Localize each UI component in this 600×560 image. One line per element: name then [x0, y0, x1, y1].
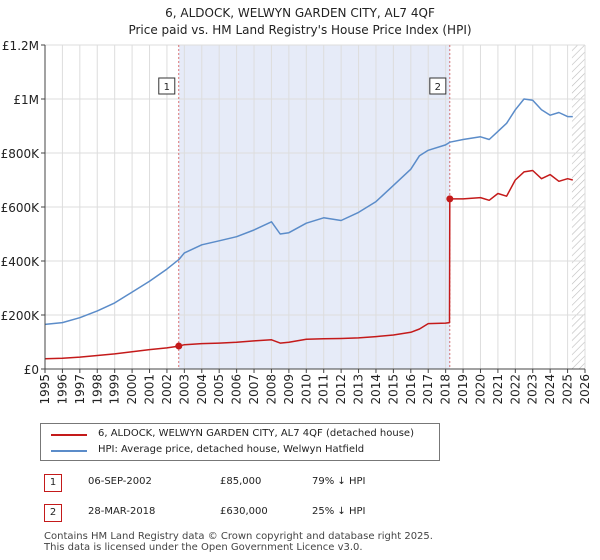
- x-tick-label: 2004: [195, 374, 209, 405]
- chart-title: 6, ALDOCK, WELWYN GARDEN CITY, AL7 4QF: [165, 6, 435, 20]
- x-tick-label: 2015: [386, 374, 400, 405]
- legend-label-property: 6, ALDOCK, WELWYN GARDEN CITY, AL7 4QF (…: [98, 428, 414, 439]
- x-tick-label: 2002: [160, 374, 174, 405]
- annotation-box: [429, 77, 447, 95]
- x-tick-label: 1997: [73, 374, 87, 405]
- sale-point: [175, 342, 183, 350]
- footer-copyright: Contains HM Land Registry data © Crown c…: [44, 531, 433, 542]
- x-tick-label: 2006: [230, 374, 244, 405]
- annotation-label: 2: [435, 82, 441, 93]
- x-tick-label: 2016: [404, 374, 418, 405]
- legend: 6, ALDOCK, WELWYN GARDEN CITY, AL7 4QF (…: [40, 423, 440, 461]
- footer: Contains HM Land Registry data © Crown c…: [44, 531, 433, 553]
- y-tick-label: £1.2M: [2, 39, 39, 53]
- annotation-label: 1: [164, 82, 170, 93]
- x-tick-label: 2026: [578, 374, 592, 405]
- x-tick-label: 2023: [526, 374, 540, 405]
- legend-swatch-property: [51, 434, 87, 436]
- x-tick-label: 2000: [125, 374, 139, 405]
- y-tick-label: £200K: [1, 309, 41, 323]
- legend-swatch-hpi: [51, 450, 87, 452]
- x-tick-label: 2005: [212, 374, 226, 405]
- x-tick-label: 2025: [561, 374, 575, 405]
- footer-license: This data is licensed under the Open Gov…: [44, 542, 363, 553]
- x-tick-label: 2021: [491, 374, 505, 405]
- transaction-marker: 1: [44, 474, 62, 492]
- series-line-property: [44, 169, 573, 360]
- x-tick-label: 2012: [334, 374, 348, 405]
- series-line-hpi: [44, 98, 573, 326]
- chart-subtitle: Price paid vs. HM Land Registry's House …: [128, 23, 471, 37]
- legend-label-hpi: HPI: Average price, detached house, Welw…: [98, 444, 365, 455]
- x-tick-label: 2024: [543, 374, 557, 405]
- y-tick-label: £400K: [1, 255, 41, 269]
- price-chart: 6, ALDOCK, WELWYN GARDEN CITY, AL7 4QF Pr…: [1, 6, 592, 405]
- transaction-row: 2 28-MAR-2018 £630,000 25% ↓ HPI: [44, 504, 444, 524]
- x-tick-label: 2013: [352, 374, 366, 405]
- transaction-hpi-diff: 79% ↓ HPI: [312, 476, 366, 487]
- legend-item-property: 6, ALDOCK, WELWYN GARDEN CITY, AL7 4QF (…: [41, 427, 439, 443]
- transaction-row: 1 06-SEP-2002 £85,000 79% ↓ HPI: [44, 474, 444, 494]
- annotation-box: [158, 77, 176, 95]
- x-tick-label: 2001: [143, 374, 157, 405]
- x-tick-label: 2003: [177, 374, 191, 405]
- x-tick-label: 2019: [456, 374, 470, 405]
- x-tick-label: 2018: [439, 374, 453, 405]
- transaction-marker: 2: [44, 504, 62, 522]
- x-tick-label: 1996: [55, 374, 69, 405]
- x-tick-label: 1999: [108, 374, 122, 405]
- y-tick-label: £1M: [13, 93, 39, 107]
- y-tick-label: £0: [24, 363, 39, 377]
- x-tick-label: 2010: [299, 374, 313, 405]
- x-tick-label: 2022: [508, 374, 522, 405]
- x-tick-label: 2011: [317, 374, 331, 405]
- y-tick-label: £600K: [1, 201, 41, 215]
- x-tick-label: 2009: [282, 374, 296, 405]
- transaction-price: £630,000: [220, 506, 268, 517]
- x-tick-label: 1998: [90, 374, 104, 405]
- x-tick-label: 2020: [473, 374, 487, 405]
- x-tick-label: 2007: [247, 374, 261, 405]
- x-tick-label: 2017: [421, 374, 435, 405]
- x-tick-label: 2008: [264, 374, 278, 405]
- sale-point: [446, 195, 454, 203]
- legend-item-hpi: HPI: Average price, detached house, Welw…: [41, 443, 439, 459]
- transaction-date: 28-MAR-2018: [88, 506, 156, 517]
- y-tick-label: £800K: [1, 147, 41, 161]
- x-tick-label: 1995: [38, 374, 52, 405]
- transaction-date: 06-SEP-2002: [88, 476, 152, 487]
- x-tick-label: 2014: [369, 374, 383, 405]
- transaction-hpi-diff: 25% ↓ HPI: [312, 506, 366, 517]
- transaction-price: £85,000: [220, 476, 262, 487]
